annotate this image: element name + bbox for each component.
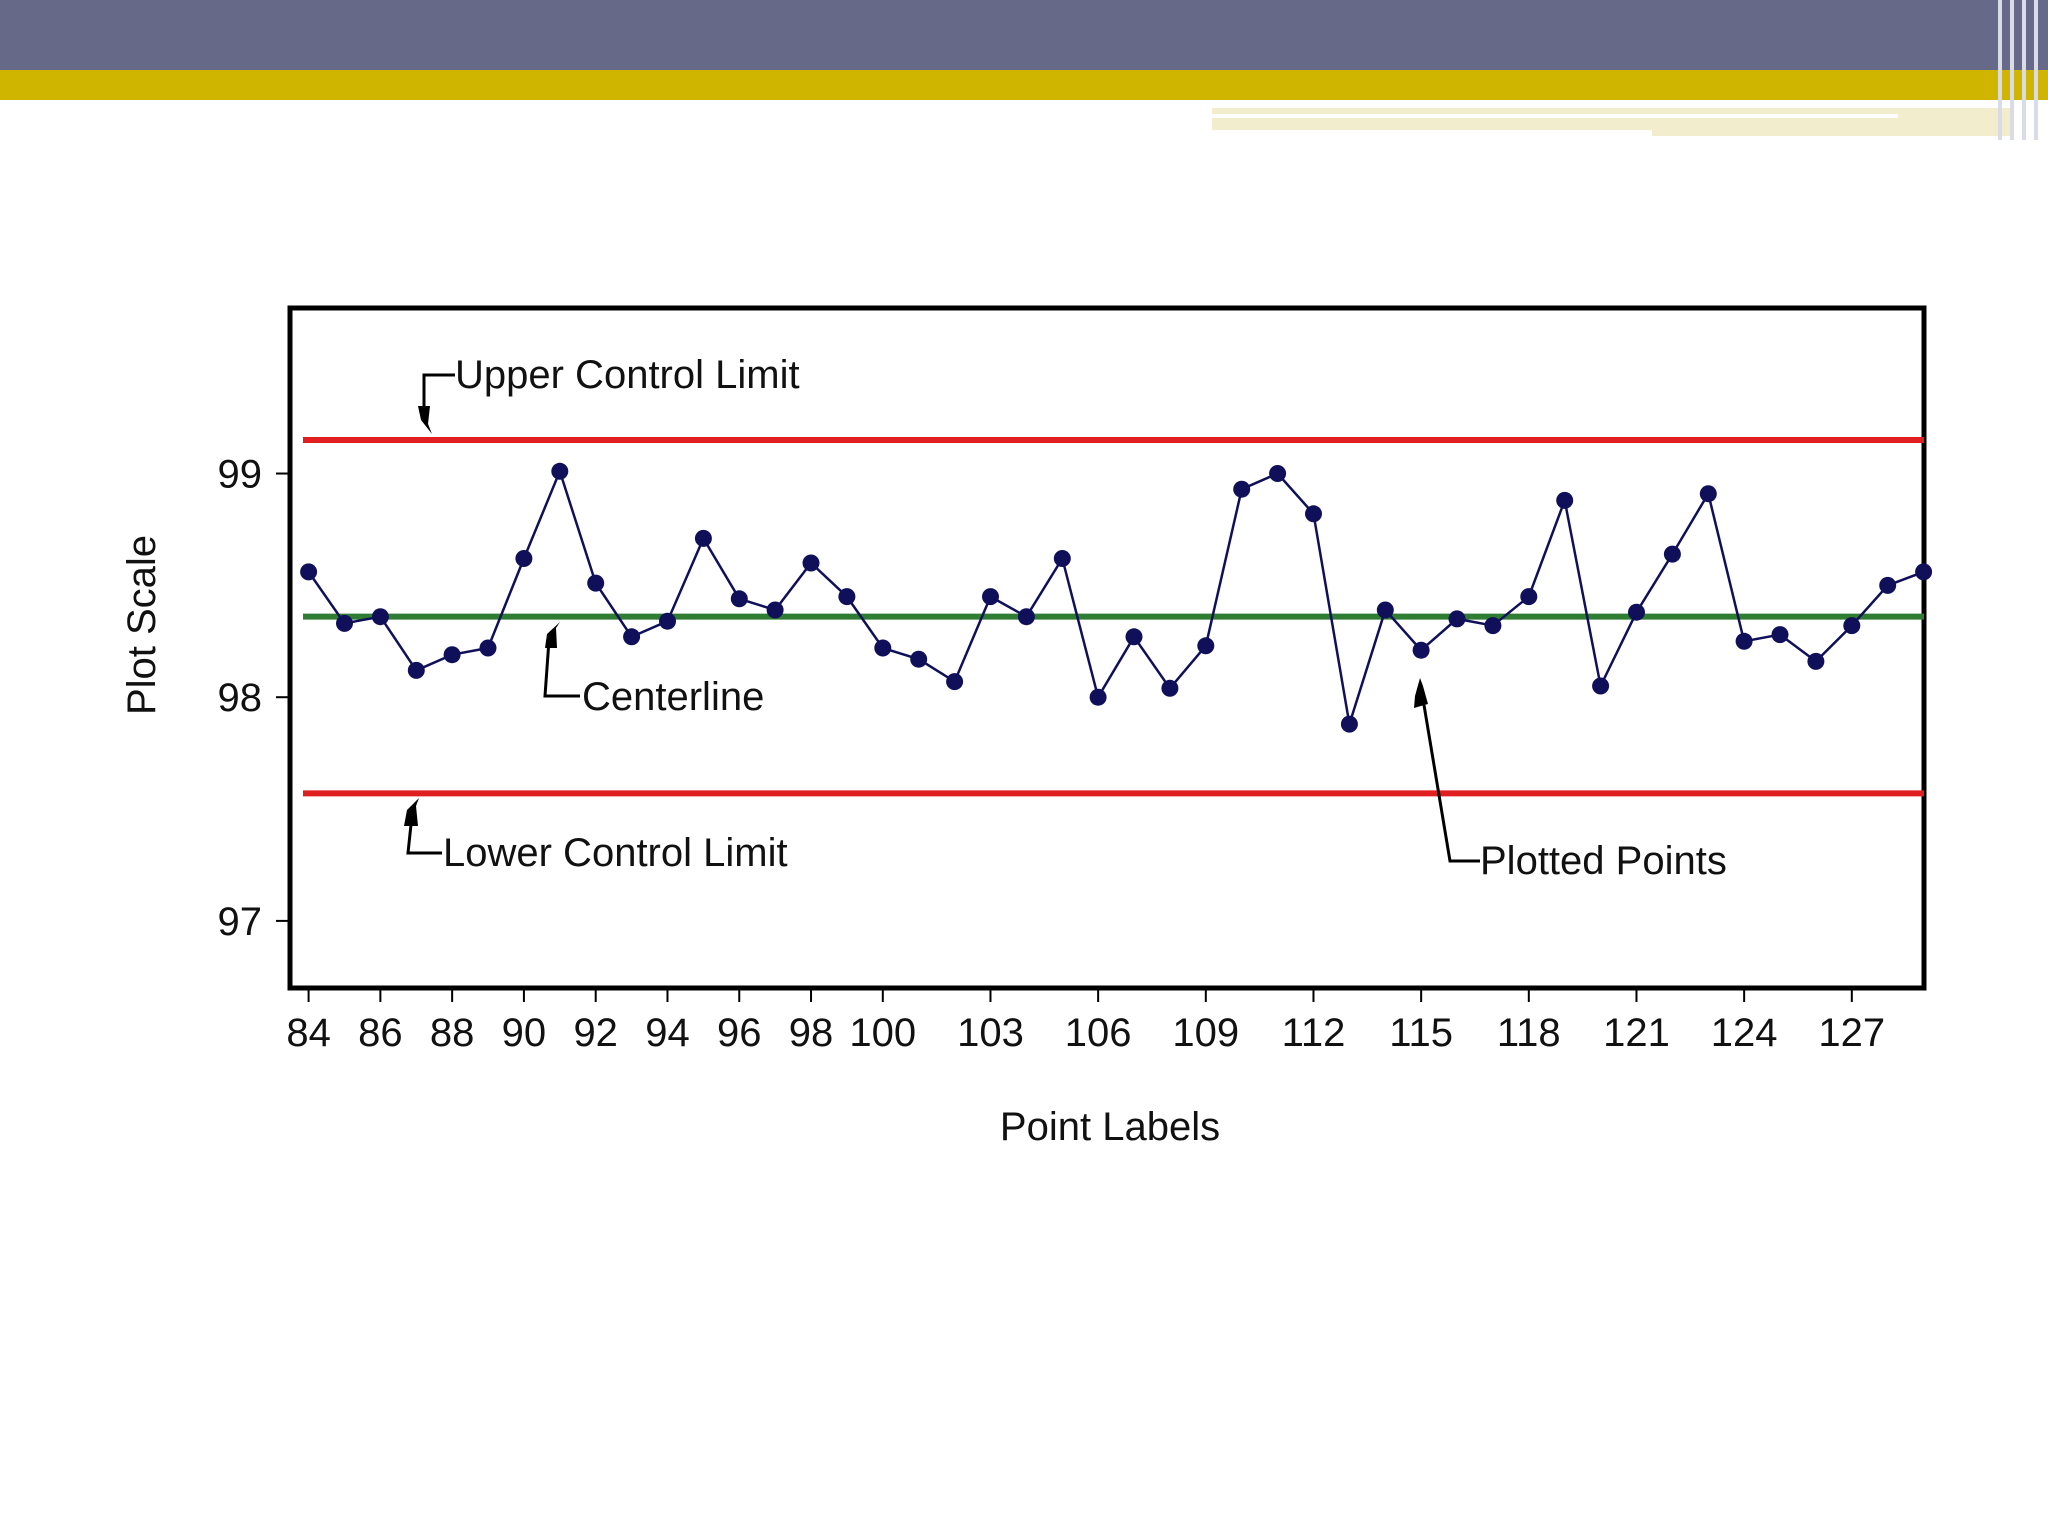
header-accent-bar <box>0 70 2048 100</box>
plot-frame <box>287 305 1927 991</box>
x-tick-label: 84 <box>286 1011 331 1055</box>
x-tick-label: 94 <box>645 1011 690 1055</box>
data-point <box>1663 545 1681 563</box>
data-point <box>443 646 461 664</box>
x-tick-label: 100 <box>849 1011 916 1055</box>
header-accent-line-2 <box>1212 130 1652 138</box>
ucl-annotation: Upper Control Limit <box>418 353 800 434</box>
data-point <box>1915 563 1933 581</box>
data-point <box>1592 677 1610 695</box>
data-point <box>371 608 389 626</box>
y-axis-label: Plot Scale <box>120 535 164 715</box>
x-tick-label: 90 <box>502 1011 547 1055</box>
data-point <box>982 588 999 606</box>
data-point <box>1197 637 1215 655</box>
data-point <box>1340 715 1358 733</box>
data-point <box>300 563 318 581</box>
data-point <box>623 628 641 646</box>
data-point <box>1484 617 1502 635</box>
plotted-points-annotation: Plotted Points <box>1414 678 1727 883</box>
plotted-points-annotation-label: Plotted Points <box>1480 839 1727 883</box>
data-point <box>1053 550 1071 567</box>
y-tick-label: 99 <box>218 453 263 497</box>
y-tick-label: 97 <box>218 900 263 944</box>
data-point <box>587 574 605 592</box>
data-point <box>479 639 497 657</box>
x-tick-label: 86 <box>358 1011 403 1055</box>
data-point <box>802 554 820 572</box>
x-tick-label: 121 <box>1603 1011 1670 1055</box>
centerline-annotation-label: Centerline <box>582 675 764 719</box>
data-point <box>1125 628 1143 646</box>
data-point <box>1843 617 1861 635</box>
x-tick-label: 103 <box>957 1011 1024 1055</box>
data-point <box>1807 652 1825 670</box>
data-point <box>694 529 712 547</box>
x-axis-label: Point Labels <box>1000 1105 1220 1149</box>
ucl-annotation-label: Upper Control Limit <box>455 353 800 397</box>
x-tick-label: 96 <box>717 1011 762 1055</box>
data-point <box>874 639 892 657</box>
data-point <box>1879 576 1897 594</box>
series-line <box>307 467 1925 725</box>
lcl-annotation: Lower Control Limit <box>404 798 788 875</box>
data-point <box>946 673 964 691</box>
data-point <box>1376 601 1394 619</box>
data-point <box>838 588 856 606</box>
data-point <box>407 661 425 679</box>
data-point <box>1017 608 1035 626</box>
data-point <box>1556 491 1574 509</box>
data-point <box>1699 485 1717 503</box>
data-point <box>910 650 928 668</box>
x-tick-label: 112 <box>1282 1011 1346 1055</box>
lcl-annotation-label: Lower Control Limit <box>443 831 788 875</box>
data-point <box>1735 632 1753 650</box>
data-point <box>1771 626 1789 644</box>
data-point <box>1305 505 1322 523</box>
data-point <box>1628 603 1645 621</box>
data-point <box>1089 688 1107 706</box>
header-accent-line <box>1212 114 1898 118</box>
header-bar <box>0 0 2048 70</box>
data-point <box>551 462 569 480</box>
data-point <box>515 550 533 567</box>
x-tick-label: 106 <box>1065 1011 1132 1055</box>
data-point <box>1448 610 1466 628</box>
x-tick-label: 115 <box>1389 1011 1453 1055</box>
x-tick-label: 98 <box>789 1011 834 1055</box>
x-tick-label: 92 <box>573 1011 618 1055</box>
corner-decoration <box>1988 0 2048 140</box>
data-point <box>1233 480 1251 498</box>
x-tick-label: 127 <box>1818 1011 1885 1055</box>
centerline-annotation: Centerline <box>543 622 764 719</box>
x-tick-label: 124 <box>1711 1011 1778 1055</box>
data-point <box>1520 588 1538 606</box>
x-tick-label: 118 <box>1497 1011 1561 1055</box>
data-point <box>1161 679 1179 697</box>
data-point <box>730 590 748 608</box>
data-point <box>1412 641 1430 659</box>
data-point <box>336 614 353 632</box>
data-point <box>1269 465 1287 482</box>
x-tick-label: 109 <box>1172 1011 1239 1055</box>
x-tick-label: 88 <box>430 1011 475 1055</box>
y-tick-label: 98 <box>218 676 263 720</box>
data-point <box>766 601 784 619</box>
data-point <box>659 612 676 630</box>
